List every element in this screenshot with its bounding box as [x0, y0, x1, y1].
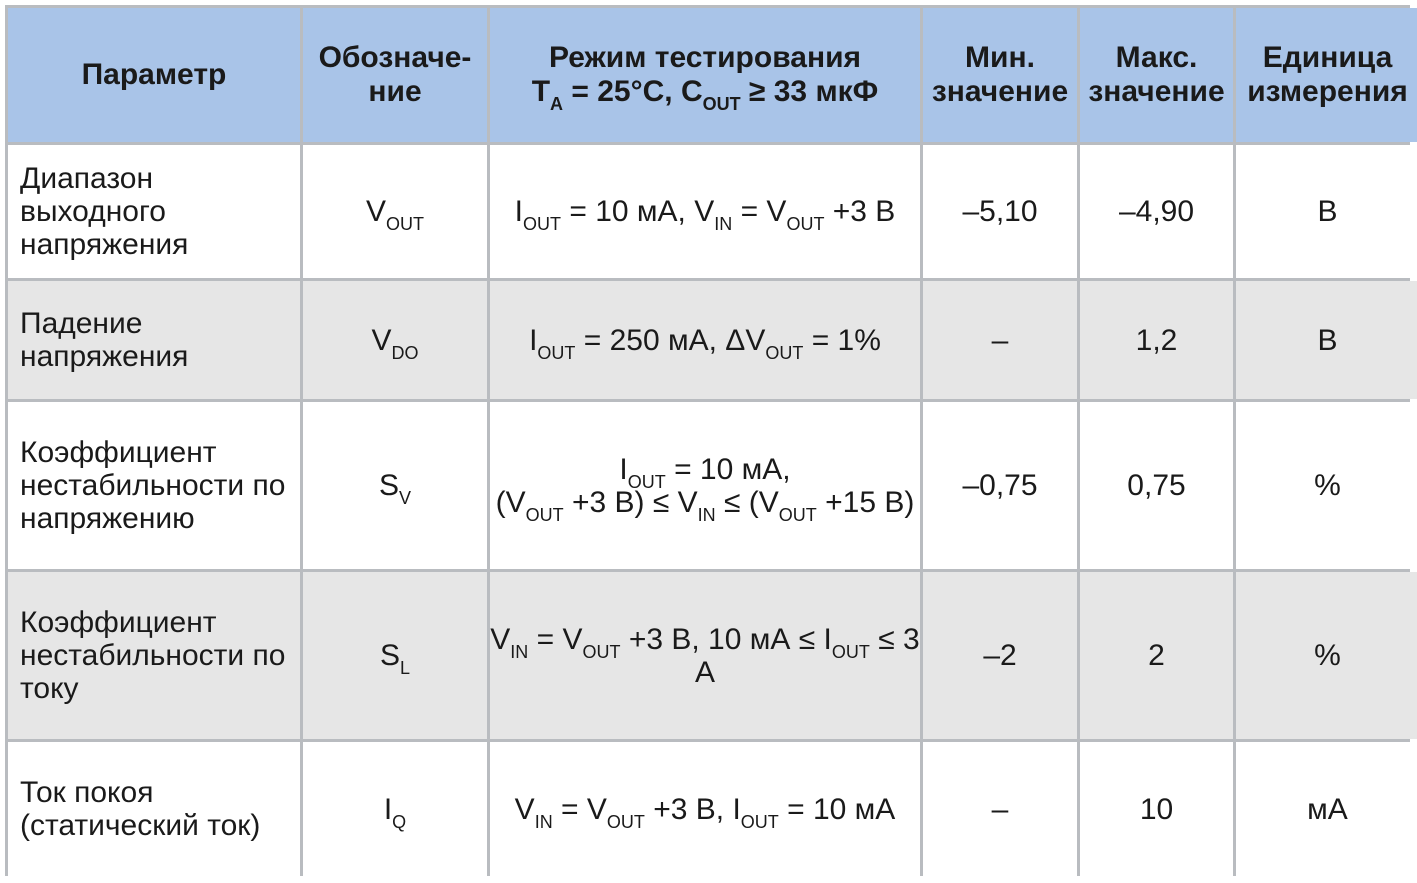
header-row: Параметр Обозначе-ние Режим тестирования… — [8, 8, 1417, 142]
text-segment: = V — [528, 622, 583, 656]
text-segment: +3 В, 10 мА ≤ I — [620, 622, 832, 656]
min-cell: – — [923, 742, 1077, 876]
text-segment: = V — [552, 792, 607, 826]
unit-cell: % — [1236, 572, 1417, 739]
header-unit: Единица измерения — [1236, 8, 1417, 142]
subscript: OUT — [523, 214, 562, 234]
text-segment: I — [619, 452, 628, 486]
max-cell: 0,75 — [1080, 402, 1233, 569]
text-segment: (V — [495, 485, 526, 519]
symbol-cell: IQ — [303, 742, 487, 876]
condition-line: IOUT = 10 мА, — [490, 452, 920, 491]
subscript: OUT — [778, 504, 817, 525]
condition-line: IOUT = 10 мА, VIN = VOUT +3 В — [490, 195, 920, 233]
symbol-cell: VDO — [303, 281, 487, 399]
symbol-subscript: OUT — [386, 214, 424, 234]
unit-cell: В — [1236, 281, 1417, 399]
subscript: IN — [714, 214, 733, 234]
text-segment: +3 В, I — [644, 792, 741, 826]
table-row: Коэффициент нестабильности по току SL VIN = … — [8, 572, 1417, 739]
param-cell: Диапазон выходного напряжения — [8, 145, 300, 278]
header-test-mode-conditions: TA = 25°C, COUT ≥ 33 мкФ — [531, 75, 879, 114]
subscript: OUT — [786, 214, 825, 234]
text-segment: ≤ (V — [715, 485, 779, 519]
param-cell: Ток покоя (статический ток) — [8, 742, 300, 876]
table-row: Падение напряжения VDO IOUT = 250 мА, ΔVOU… — [8, 281, 1417, 399]
symbol-letter: V — [371, 323, 392, 357]
condition-cell: VIN = VOUT +3 В, 10 мА ≤ IOUT ≤ 3 А — [490, 572, 920, 739]
unit-cell: мА — [1236, 742, 1417, 876]
spec-table-frame: Параметр Обозначе-ние Режим тестирования… — [5, 5, 1417, 876]
subscript: IN — [510, 641, 529, 662]
param-cell: Падение напряжения — [8, 281, 300, 399]
text-segment: +3 В) ≤ V — [563, 485, 698, 519]
symbol-letter: I — [383, 792, 393, 826]
text-segment: V — [490, 622, 511, 656]
subscript: OUT — [525, 504, 564, 525]
subscript: OUT — [627, 471, 666, 492]
table-row: Диапазон выходного напряжения VOUT IOUT = 1… — [8, 145, 1417, 278]
unit-cell: % — [1236, 402, 1417, 569]
condition-line: VIN = VOUT +3 В, IOUT = 10 мА — [490, 792, 920, 831]
header-min: Мин. значение — [923, 8, 1077, 142]
max-cell: –4,90 — [1080, 145, 1233, 278]
condition-cell: VIN = VOUT +3 В, IOUT = 10 мА — [490, 742, 920, 876]
max-cell: 1,2 — [1080, 281, 1233, 399]
subscript: OUT — [831, 641, 870, 662]
text-segment: +15 В) — [816, 485, 915, 519]
condition-cell: IOUT = 10 мА, (VOUT +3 В) ≤ VIN ≤ (VOUT +… — [490, 402, 920, 569]
subscript: IN — [697, 504, 716, 525]
subscript: OUT — [582, 641, 621, 662]
symbol-subscript: V — [399, 488, 412, 508]
text-segment: I — [529, 323, 538, 357]
text-segment: = V — [732, 195, 787, 228]
table-row: Коэффициент нестабильности по напряжению SV… — [8, 402, 1417, 569]
symbol-cell: VOUT — [303, 145, 487, 278]
text-segment: = 250 мА, ΔV — [575, 323, 766, 357]
min-cell: –5,10 — [923, 145, 1077, 278]
condition-line: (VOUT +3 В) ≤ VIN ≤ (VOUT +15 В) — [490, 485, 920, 524]
subscript: OUT — [740, 811, 779, 832]
header-max: Макс. значение — [1080, 8, 1233, 142]
header-param: Параметр — [8, 8, 300, 142]
text-segment: I — [514, 195, 524, 228]
symbol-cell: SV — [303, 402, 487, 569]
min-cell: –2 — [923, 572, 1077, 739]
param-cell: Коэффициент нестабильности по току — [8, 572, 300, 739]
subscript: OUT — [765, 342, 804, 363]
header-test-mode: Режим тестирования TA = 25°C, COUT ≥ 33 … — [490, 8, 920, 142]
table-row: Ток покоя (статический ток) IQ VIN = VOUT +… — [8, 742, 1417, 876]
max-cell: 10 — [1080, 742, 1233, 876]
symbol-subscript: Q — [392, 811, 407, 832]
header-symbol: Обозначе-ние — [303, 8, 487, 142]
text-segment: = 10 мА, V — [561, 195, 715, 228]
unit-cell: В — [1236, 145, 1417, 278]
min-cell: – — [923, 281, 1077, 399]
text-segment: = 10 мА — [778, 792, 896, 826]
text-segment: = 10 мА, — [665, 452, 791, 486]
symbol-letter: S — [378, 469, 399, 502]
symbol-letter: S — [379, 639, 400, 672]
subscript: OUT — [537, 342, 576, 363]
symbol-letter: V — [365, 195, 386, 228]
text-segment: +3 В — [824, 195, 896, 228]
condition-cell: IOUT = 10 мА, VIN = VOUT +3 В — [490, 145, 920, 278]
param-cell: Коэффициент нестабильности по напряжению — [8, 402, 300, 569]
subscript: IN — [534, 811, 553, 832]
symbol-subscript: DO — [391, 342, 419, 363]
spec-table: Параметр Обозначе-ние Режим тестирования… — [5, 5, 1417, 879]
symbol-subscript: L — [400, 658, 411, 678]
symbol-cell: SL — [303, 572, 487, 739]
text-segment: = 1% — [803, 323, 881, 357]
min-cell: –0,75 — [923, 402, 1077, 569]
subscript: OUT — [606, 811, 645, 832]
condition-line: VIN = VOUT +3 В, 10 мА ≤ IOUT ≤ 3 А — [490, 623, 920, 689]
condition-cell: IOUT = 250 мА, ΔVOUT = 1% — [490, 281, 920, 399]
text-segment: V — [514, 792, 535, 826]
text-segment: ≤ 3 А — [694, 622, 920, 689]
max-cell: 2 — [1080, 572, 1233, 739]
condition-line: IOUT = 250 мА, ΔVOUT = 1% — [490, 323, 920, 362]
